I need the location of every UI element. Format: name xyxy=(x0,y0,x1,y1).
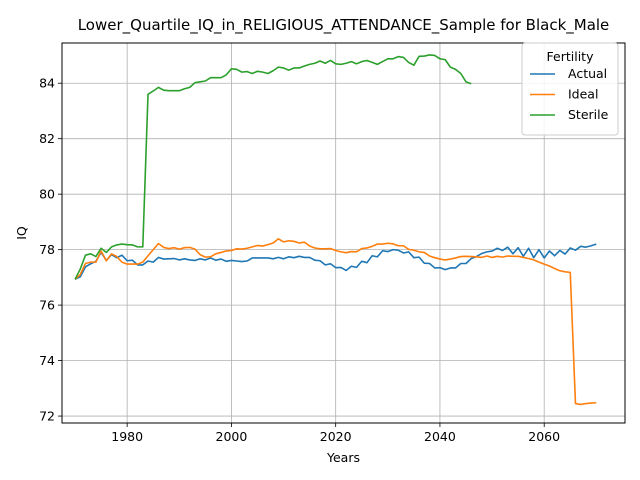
y-axis-label: IQ xyxy=(14,226,29,240)
y-tick-label: 74 xyxy=(39,353,55,368)
series-layer xyxy=(74,54,597,406)
x-tick-label: 2020 xyxy=(320,429,352,444)
legend-title: Fertility xyxy=(547,49,595,64)
x-tick-label: 1980 xyxy=(111,429,143,444)
legend-box xyxy=(521,42,619,136)
legend-label-sterile: Sterile xyxy=(568,107,609,122)
x-tick-label: 2060 xyxy=(528,429,560,444)
y-tick-label: 80 xyxy=(39,187,55,202)
legend-label-actual: Actual xyxy=(568,66,607,81)
series-line-ideal xyxy=(74,238,597,406)
chart-title: Lower_Quartile_IQ_in_RELIGIOUS_ATTENDANC… xyxy=(78,16,610,35)
x-tick-label: 2000 xyxy=(216,429,248,444)
y-tick-label: 82 xyxy=(39,131,55,146)
legend-entries: Actual Ideal Sterile xyxy=(530,66,609,122)
series-line-actual xyxy=(74,243,597,281)
y-tick-label: 84 xyxy=(39,76,55,91)
grid-layer xyxy=(62,43,625,423)
y-tick-label: 78 xyxy=(39,242,55,257)
x-axis-label: Years xyxy=(326,450,360,465)
series-line-sterile xyxy=(74,54,472,280)
tick-layer: 1980 2000 2020 2040 2060 72 74 76 78 80 82 84 xyxy=(39,76,560,444)
y-tick-label: 76 xyxy=(39,298,55,313)
x-tick-label: 2040 xyxy=(424,429,456,444)
plot-frame xyxy=(61,42,626,424)
y-tick-label: 72 xyxy=(39,409,55,424)
legend-label-ideal: Ideal xyxy=(568,87,598,102)
legend: Fertility Actual Ideal Sterile xyxy=(521,42,619,136)
